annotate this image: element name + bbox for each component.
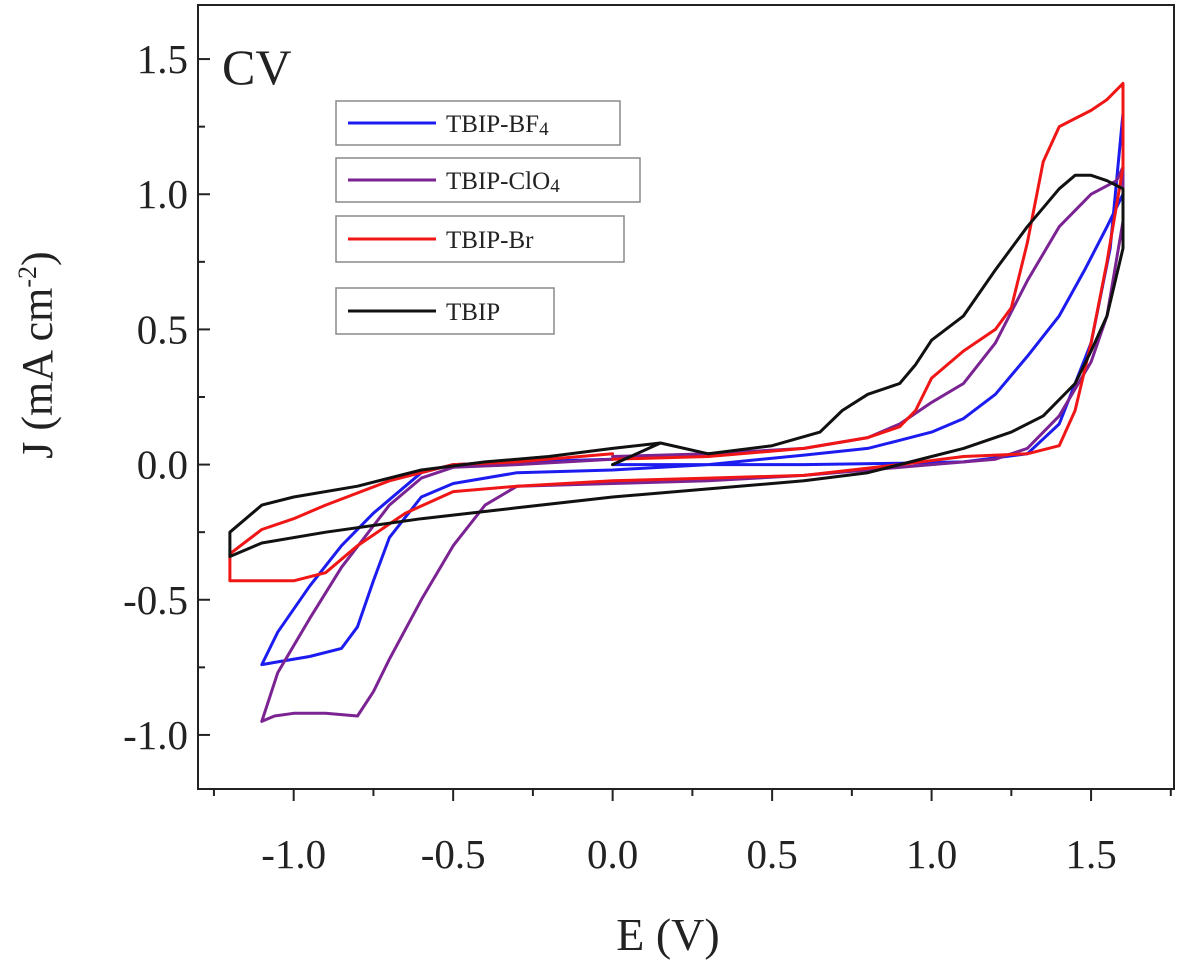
legend-label-text: TBIP-BF (446, 111, 539, 138)
legend-label-text: TBIP (446, 299, 500, 326)
series-lines (228, 81, 1125, 723)
y-axis: -1.0 -0.5 0.0 0.5 1.0 1.5 (123, 36, 210, 758)
y-tick-label: 0.5 (137, 306, 188, 352)
y-axis-label: J (mA cm-2) (13, 251, 62, 458)
y-axis-label-close: ) (13, 251, 62, 266)
legend-label: TBIP-ClO4 (446, 168, 560, 197)
y-tick-label: -1.0 (123, 712, 188, 758)
legend-label: TBIP-BF4 (446, 111, 549, 140)
y-tick-label: -0.5 (123, 577, 188, 623)
legend-label-text: TBIP-Br (446, 227, 534, 254)
legend-label: TBIP (446, 299, 500, 326)
x-tick-label: -1.0 (261, 831, 326, 877)
y-tick-label: 1.5 (137, 36, 188, 82)
x-tick-label: 0.0 (587, 831, 638, 877)
series-line (228, 173, 1125, 558)
x-tick-label: 1.5 (1065, 831, 1116, 877)
x-axis-label: E (V) (616, 909, 719, 960)
x-tick-label: -0.5 (421, 831, 486, 877)
x-tick-label: 0.5 (746, 831, 797, 877)
y-tick-label: 1.0 (137, 171, 188, 217)
legend-label-text: TBIP-ClO (446, 168, 550, 195)
legend-label: TBIP-Br (446, 227, 534, 254)
legend-label-subscript: 4 (550, 176, 560, 197)
chart-title: CV (222, 39, 291, 95)
series-line (228, 81, 1125, 583)
x-axis: -1.0 -0.5 0.0 0.5 1.0 1.5 (212, 789, 1172, 877)
legend-label-subscript: 4 (539, 119, 549, 140)
y-axis-label-j: J (mA cm (13, 288, 62, 459)
y-axis-label-exponent: -2 (13, 266, 42, 288)
legend-box (335, 157, 641, 203)
x-tick-label: 1.0 (906, 831, 957, 877)
y-tick-label: 0.0 (137, 442, 188, 488)
